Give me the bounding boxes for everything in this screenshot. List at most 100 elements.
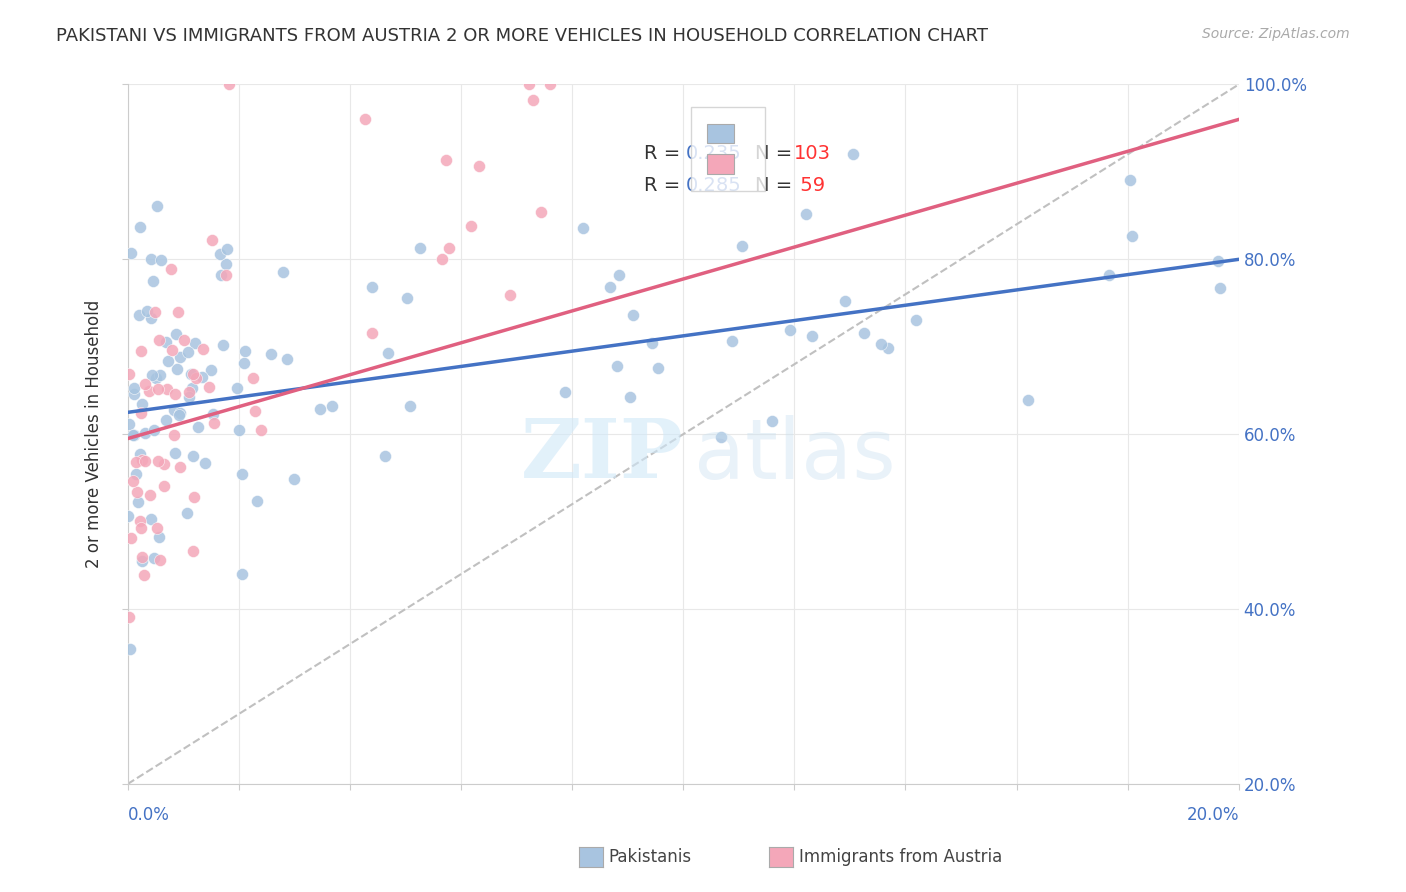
Point xyxy=(122,428,145,442)
Point xyxy=(1098,268,1121,282)
Point xyxy=(834,294,856,309)
Point xyxy=(148,382,170,396)
Point xyxy=(167,305,190,319)
Point xyxy=(233,344,256,359)
Point xyxy=(146,453,169,467)
Point xyxy=(228,424,250,438)
Point xyxy=(606,359,628,373)
Point xyxy=(129,219,152,234)
Point xyxy=(139,512,162,526)
Point xyxy=(167,409,190,423)
Point xyxy=(538,78,561,92)
Point xyxy=(209,268,232,283)
Point xyxy=(155,413,177,427)
Point xyxy=(141,368,163,382)
Point xyxy=(183,335,205,350)
Point xyxy=(139,487,162,501)
Point xyxy=(142,551,165,566)
Point xyxy=(122,474,145,488)
Point xyxy=(1121,228,1143,243)
Point xyxy=(148,333,170,347)
Point xyxy=(169,406,191,420)
Point xyxy=(779,323,801,337)
Point xyxy=(517,78,540,92)
Text: R =: R = xyxy=(644,176,686,194)
Point xyxy=(215,268,238,282)
Point xyxy=(131,396,153,410)
Point xyxy=(165,386,187,401)
Point xyxy=(153,458,176,472)
Point xyxy=(155,334,177,349)
Point xyxy=(128,447,150,461)
Point xyxy=(187,420,209,434)
Point xyxy=(156,382,179,396)
Point xyxy=(181,544,204,558)
Point xyxy=(870,337,893,351)
Point xyxy=(129,520,152,534)
Point xyxy=(134,426,156,441)
Point xyxy=(498,288,520,302)
Point xyxy=(148,530,170,544)
Point xyxy=(142,274,165,288)
Point xyxy=(145,371,167,385)
Point xyxy=(243,404,266,418)
Point xyxy=(166,362,188,376)
Point xyxy=(208,246,231,260)
Point xyxy=(129,343,152,358)
Point xyxy=(794,206,817,220)
Text: Source: ZipAtlas.com: Source: ZipAtlas.com xyxy=(1202,27,1350,41)
Point xyxy=(176,506,198,520)
Point xyxy=(173,334,195,348)
Point xyxy=(183,490,205,504)
Text: N =: N = xyxy=(755,176,799,194)
Point xyxy=(607,268,630,283)
Point xyxy=(165,327,187,342)
Point xyxy=(852,326,875,341)
Point xyxy=(730,239,752,253)
Point xyxy=(231,567,253,582)
Point xyxy=(143,304,166,318)
Point xyxy=(361,326,384,340)
Point xyxy=(177,390,200,404)
Point xyxy=(198,379,221,393)
Point xyxy=(395,291,418,305)
Point xyxy=(233,356,256,370)
Point xyxy=(141,311,163,326)
Point xyxy=(146,199,169,213)
Point xyxy=(191,342,214,356)
Point xyxy=(184,371,207,385)
Point xyxy=(225,381,247,395)
Point xyxy=(215,257,238,271)
Point xyxy=(160,262,183,277)
Point xyxy=(621,308,644,322)
Point xyxy=(361,280,384,294)
Point xyxy=(134,376,156,391)
Point xyxy=(260,347,283,361)
Point xyxy=(135,303,157,318)
Point xyxy=(131,554,153,568)
Point xyxy=(572,221,595,235)
Point xyxy=(529,205,551,219)
Point xyxy=(129,406,152,420)
Point xyxy=(191,369,214,384)
Text: ZIP: ZIP xyxy=(520,415,683,495)
Point xyxy=(460,219,482,234)
Point xyxy=(283,472,305,486)
Point xyxy=(131,549,153,564)
Point xyxy=(1208,254,1230,268)
Point xyxy=(720,334,742,348)
Point xyxy=(118,417,141,432)
Point xyxy=(761,414,783,428)
Point xyxy=(169,350,191,364)
Point xyxy=(409,241,432,255)
Point xyxy=(122,387,145,401)
Point xyxy=(143,423,166,437)
Point xyxy=(127,485,149,500)
Point xyxy=(554,385,576,400)
Text: PAKISTANI VS IMMIGRANTS FROM AUSTRIA 2 OR MORE VEHICLES IN HOUSEHOLD CORRELATION: PAKISTANI VS IMMIGRANTS FROM AUSTRIA 2 O… xyxy=(56,27,988,45)
Point xyxy=(800,329,823,343)
Point xyxy=(134,568,156,582)
Y-axis label: 2 or more Vehicles in Household: 2 or more Vehicles in Household xyxy=(86,300,103,568)
Text: 59: 59 xyxy=(794,176,825,194)
Point xyxy=(149,553,172,567)
